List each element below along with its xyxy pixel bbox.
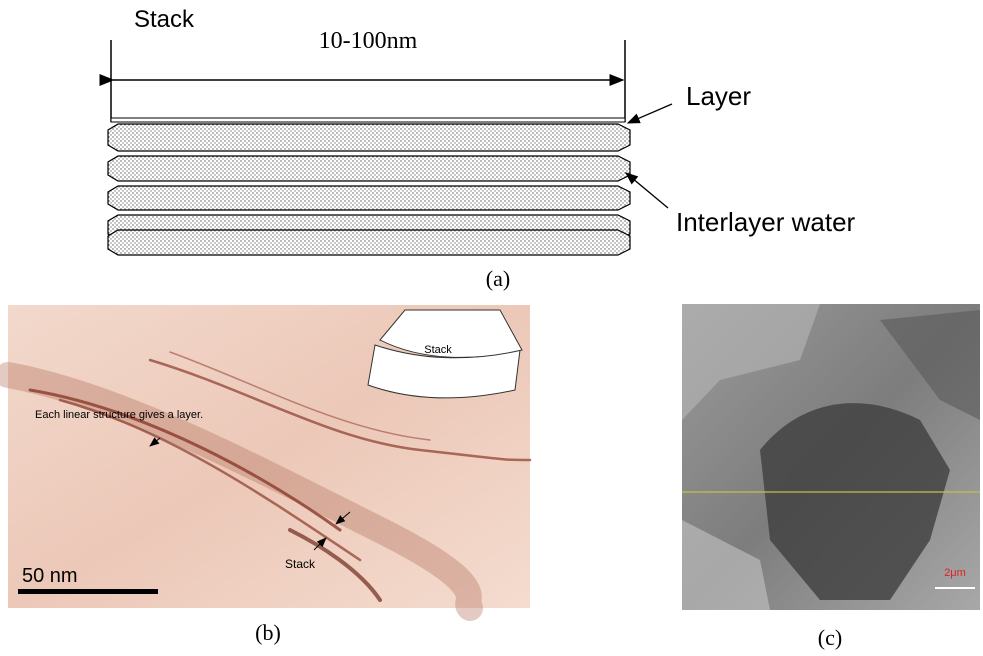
- scale-label: 2μm: [944, 567, 966, 579]
- scale-bar: [18, 589, 158, 594]
- caption: (b): [255, 620, 281, 645]
- layer: [108, 156, 630, 181]
- stack-label: Stack: [134, 6, 195, 33]
- caption: (c): [818, 625, 842, 650]
- layer: [108, 230, 630, 255]
- panel-c: 2μm (c): [682, 304, 980, 650]
- annotation-text: Each linear structure gives a layer.: [35, 409, 203, 421]
- scale-label: 50 nm: [22, 565, 78, 587]
- panel-b: Stack Each linear structure gives a laye…: [8, 305, 530, 645]
- page: {"panel_a": {"stack_label": "Stack", "wi…: [0, 0, 983, 656]
- width-label: 10-100nm: [319, 28, 418, 54]
- layer: [108, 186, 630, 210]
- layer: [108, 124, 630, 151]
- pointer: [626, 173, 668, 208]
- layer-label: Layer: [686, 81, 751, 111]
- water-label: Interlayer water: [676, 207, 856, 237]
- layer: [111, 118, 625, 122]
- annotation: Each linear structure gives a layer.: [35, 409, 203, 421]
- layers: [108, 124, 630, 255]
- arrow-label: Stack: [285, 557, 316, 571]
- pointer: [628, 104, 672, 123]
- inset-label: Stack: [424, 344, 452, 356]
- figure: Stack 10-100nm Layer Interlayer water (a…: [0, 0, 983, 656]
- panel-a: Stack 10-100nm Layer Interlayer water (a…: [108, 6, 856, 291]
- caption: (a): [486, 266, 510, 291]
